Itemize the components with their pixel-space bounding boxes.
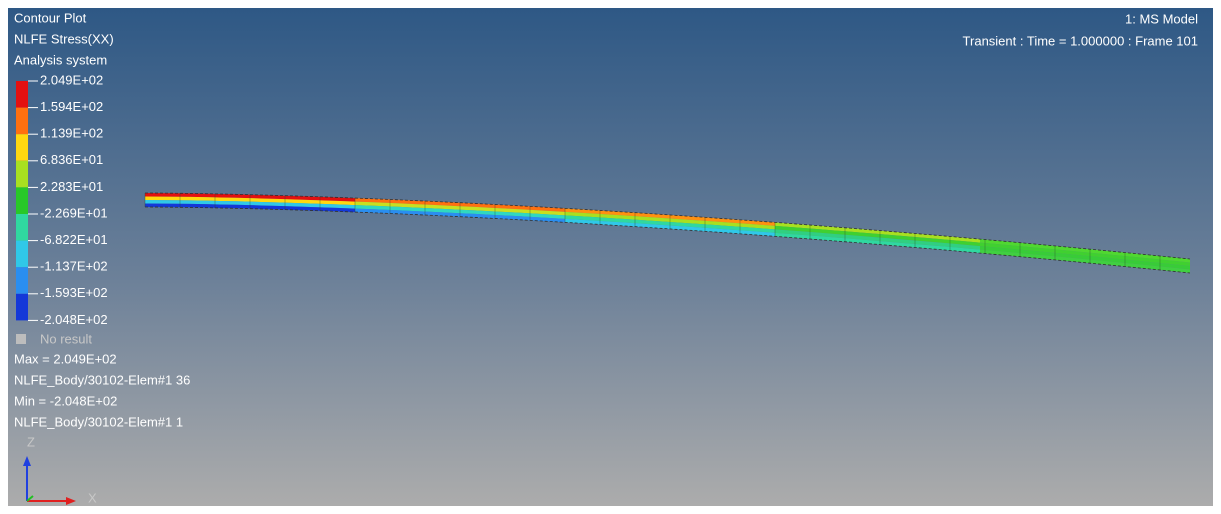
plot-title: Contour Plot (14, 10, 87, 25)
legend-label: 6.836E+01 (40, 152, 103, 167)
legend-swatch (16, 81, 28, 108)
legend-swatch (16, 134, 28, 161)
result-type: NLFE Stress(XX) (14, 31, 114, 46)
min-location: NLFE_Body/30102-Elem#1 1 (14, 414, 183, 429)
x-label: X (88, 490, 97, 505)
legend-label: -2.048E+02 (40, 312, 108, 327)
max-value: Max = 2.049E+02 (14, 351, 117, 366)
legend-swatch (16, 294, 28, 321)
no-result-swatch (16, 334, 26, 344)
legend-swatch (16, 267, 28, 294)
legend-label: -6.822E+01 (40, 232, 108, 247)
legend-swatch (16, 161, 28, 188)
no-result-label: No result (40, 331, 92, 346)
legend-swatch (16, 214, 28, 241)
legend-label: 2.049E+02 (40, 72, 103, 87)
min-value: Min = -2.048E+02 (14, 393, 117, 408)
coordinate-system: Analysis system (14, 52, 107, 67)
legend-label: -2.269E+01 (40, 205, 108, 220)
legend-label: 2.283E+01 (40, 179, 103, 194)
model-name: 1: MS Model (1125, 11, 1198, 26)
page: { "header": {"title": "Contour Plot", "r… (0, 0, 1221, 514)
max-location: NLFE_Body/30102-Elem#1 36 (14, 372, 190, 387)
viewport: Contour Plot NLFE Stress(XX) Analysis sy… (0, 0, 1221, 514)
legend-swatch (16, 187, 28, 214)
frame-info: Transient : Time = 1.000000 : Frame 101 (963, 33, 1198, 48)
legend-label: -1.593E+02 (40, 285, 108, 300)
legend-label: 1.594E+02 (40, 99, 103, 114)
legend-label: -1.137E+02 (40, 259, 108, 274)
legend-swatch (16, 241, 28, 268)
legend-swatch (16, 108, 28, 135)
z-label: Z (27, 434, 35, 449)
legend-label: 1.139E+02 (40, 126, 103, 141)
